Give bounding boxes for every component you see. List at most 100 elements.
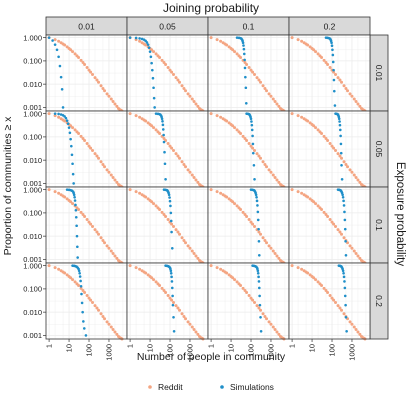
x-tick-label: 10 <box>146 344 155 352</box>
simulation-point <box>341 193 344 197</box>
x-tick-label: 1000 <box>266 344 275 361</box>
reddit-point <box>79 134 83 138</box>
x-tick-label: 1000 <box>185 344 194 361</box>
simulation-point <box>161 128 165 131</box>
reddit-point <box>239 56 243 60</box>
reddit-point <box>267 244 271 248</box>
simulation-point <box>256 271 260 275</box>
reddit-point <box>174 228 178 232</box>
simulation-point <box>235 36 239 39</box>
reddit-point <box>182 314 186 318</box>
reddit-point <box>328 218 332 222</box>
simulation-point <box>80 292 83 296</box>
simulation-point <box>74 215 78 219</box>
simulation-point <box>242 52 246 56</box>
reddit-point <box>348 92 352 96</box>
simulation-point <box>340 164 343 167</box>
reddit-point <box>115 104 119 108</box>
reddit-point <box>239 132 243 136</box>
reddit-point <box>334 149 338 153</box>
simulation-point <box>343 227 347 231</box>
simulation-point <box>257 286 261 290</box>
reddit-point <box>178 232 182 236</box>
reddit-point <box>342 160 346 164</box>
reddit-point <box>164 291 168 295</box>
reddit-point <box>320 208 324 212</box>
reddit-point <box>340 80 344 84</box>
simulation-point <box>172 316 175 319</box>
simulation-point <box>256 218 260 222</box>
reddit-point <box>352 173 356 177</box>
reddit-point <box>91 301 95 305</box>
simulation-point <box>257 240 261 243</box>
simulation-point <box>80 301 84 305</box>
simulation-point <box>152 86 155 90</box>
simulation-point <box>148 50 152 53</box>
reddit-point <box>340 232 344 236</box>
reddit-point <box>340 308 344 312</box>
simulation-point <box>75 234 79 238</box>
simulation-point <box>171 303 175 307</box>
reddit-point <box>107 322 111 326</box>
reddit-point <box>196 332 200 336</box>
panel-row-0.2-col-0.1: 1 10 100 1000 <box>207 262 290 361</box>
simulation-point <box>258 294 261 298</box>
reddit-point <box>336 152 340 156</box>
simulation-point <box>64 116 68 120</box>
reddit-point <box>300 39 304 43</box>
reddit-point <box>190 173 194 177</box>
reddit-point <box>338 78 342 82</box>
reddit-point <box>225 195 229 199</box>
simulation-point <box>341 269 345 273</box>
simulation-point <box>57 55 60 59</box>
reddit-point <box>138 267 142 271</box>
reddit-point <box>57 191 61 195</box>
reddit-point <box>105 320 109 324</box>
reddit-point <box>170 70 174 74</box>
simulation-point <box>66 122 70 125</box>
reddit-point <box>83 63 87 67</box>
reddit-point <box>53 38 57 42</box>
reddit-point <box>192 175 196 179</box>
simulation-point <box>242 44 245 47</box>
reddit-point <box>350 94 354 98</box>
reddit-point <box>91 149 95 153</box>
reddit-point <box>93 76 97 80</box>
reddit-point <box>83 215 87 219</box>
simulation-point <box>71 162 74 166</box>
reddit-point <box>296 114 300 118</box>
legend-label: Simulations <box>230 382 274 392</box>
reddit-point <box>273 327 277 331</box>
reddit-point <box>101 238 105 242</box>
reddit-point <box>253 225 257 229</box>
simulation-point <box>65 119 69 122</box>
simulation-point <box>65 188 69 191</box>
y-tick-label: 0.010 <box>23 156 42 165</box>
reddit-point <box>144 195 148 199</box>
facet-grid: 0.01 0.05 0.1 0.20.010.050.10.20.0010.0100.… <box>23 16 389 361</box>
reddit-point <box>79 210 83 214</box>
simulation-point <box>251 142 255 146</box>
reddit-point <box>150 200 154 204</box>
reddit-point <box>290 264 294 268</box>
reddit-point <box>111 175 115 179</box>
reddit-point <box>73 52 77 56</box>
reddit-point <box>358 256 362 260</box>
reddit-point <box>186 168 190 172</box>
simulation-point <box>146 43 150 46</box>
reddit-point <box>69 124 73 128</box>
simulation-point <box>73 199 77 202</box>
right-facet-label: Exposure probability <box>394 162 406 266</box>
reddit-point <box>263 86 267 90</box>
reddit-point <box>332 222 336 226</box>
simulation-point <box>75 224 78 228</box>
simulation-point <box>59 75 63 79</box>
col-strip-label: 0.1 <box>243 22 255 32</box>
simulation-point <box>332 78 336 82</box>
simulation-point <box>250 120 253 123</box>
reddit-point <box>336 76 340 80</box>
simulation-point <box>331 53 335 57</box>
reddit-point <box>342 84 346 88</box>
reddit-point <box>174 152 178 156</box>
panel-row-0.1-col-0.1 <box>207 186 290 265</box>
